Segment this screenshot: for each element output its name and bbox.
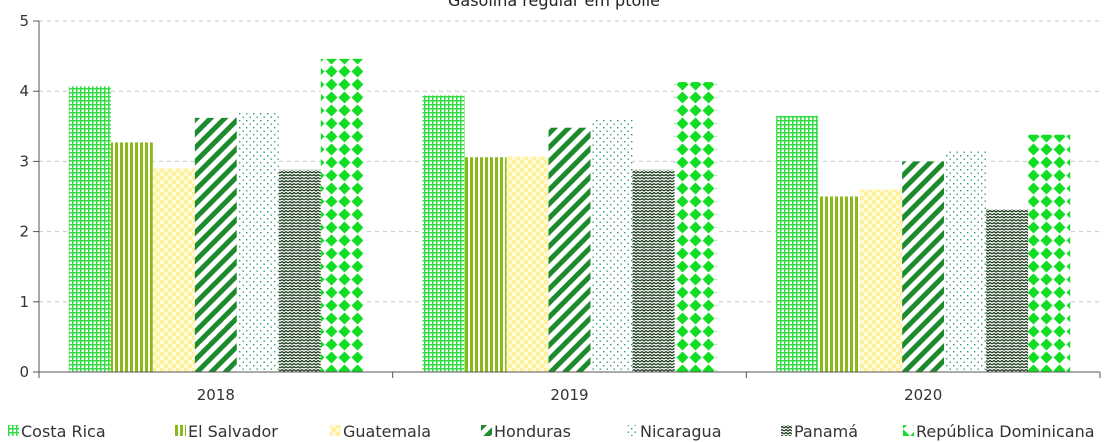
legend-label: Panamá xyxy=(794,422,858,441)
bar-diagonal-stripes-2018 xyxy=(194,117,237,372)
bars xyxy=(68,58,1071,373)
y-tick-label: 5 xyxy=(19,12,29,30)
bar-dots-2020 xyxy=(944,151,987,372)
x-axis-ticks: 2018 2019 2020 xyxy=(38,372,1101,404)
bar-grid-2020 xyxy=(776,115,819,373)
x-tick-label: 2020 xyxy=(904,386,942,404)
y-tick-label: 4 xyxy=(19,82,29,100)
legend-label: República Dominicana xyxy=(916,422,1095,441)
axes xyxy=(38,21,1100,373)
legend-label: El Salvador xyxy=(188,422,278,441)
bar-diagonal-stripes-2020 xyxy=(902,161,945,372)
bar-diagonal-stripes-2019 xyxy=(548,127,591,372)
y-axis-ticks: 0 1 2 3 4 5 xyxy=(19,12,39,381)
legend-swatch xyxy=(903,425,914,436)
legend-swatch xyxy=(175,425,186,436)
legend-swatch xyxy=(481,425,492,436)
bar-dots-2018 xyxy=(236,112,279,372)
y-tick-label: 3 xyxy=(19,152,29,170)
legend-label: Costa Rica xyxy=(21,422,106,441)
bar-wave-2019 xyxy=(632,169,675,372)
bar-diamonds-2018 xyxy=(320,58,363,373)
bar-diamonds-2020 xyxy=(1028,134,1071,372)
y-tick-label: 2 xyxy=(19,223,29,241)
bar-diamonds-2019 xyxy=(674,82,717,372)
bar-checker-2020 xyxy=(860,189,903,372)
legend-label: Nicaragua xyxy=(640,422,722,441)
bar-vertical-stripes-2018 xyxy=(110,142,153,372)
legend-swatch xyxy=(781,425,792,436)
y-tick-label: 1 xyxy=(19,293,29,311)
bar-wave-2018 xyxy=(278,169,321,372)
x-tick-label: 2019 xyxy=(550,386,588,404)
legend-swatch xyxy=(627,425,638,436)
bar-vertical-stripes-2020 xyxy=(818,196,861,372)
x-tick-label: 2018 xyxy=(197,386,235,404)
legend-label: Guatemala xyxy=(343,422,431,441)
y-tick-label: 0 xyxy=(19,363,29,381)
bar-grid-2019 xyxy=(422,95,465,373)
bar-wave-2020 xyxy=(986,209,1029,372)
legend-swatch xyxy=(8,425,19,436)
legend-label: Honduras xyxy=(494,422,571,441)
chart-title: Gasolina regular em ptolle xyxy=(448,0,660,10)
bar-checker-2019 xyxy=(506,156,549,372)
bar-dots-2019 xyxy=(590,119,633,373)
bar-vertical-stripes-2019 xyxy=(464,157,507,372)
bar-checker-2018 xyxy=(152,168,195,372)
bar-grid-2018 xyxy=(68,86,111,372)
legend-swatch xyxy=(330,425,341,436)
legend: Costa Rica El Salvador Guatemala Honduras Ni… xyxy=(8,422,1095,441)
